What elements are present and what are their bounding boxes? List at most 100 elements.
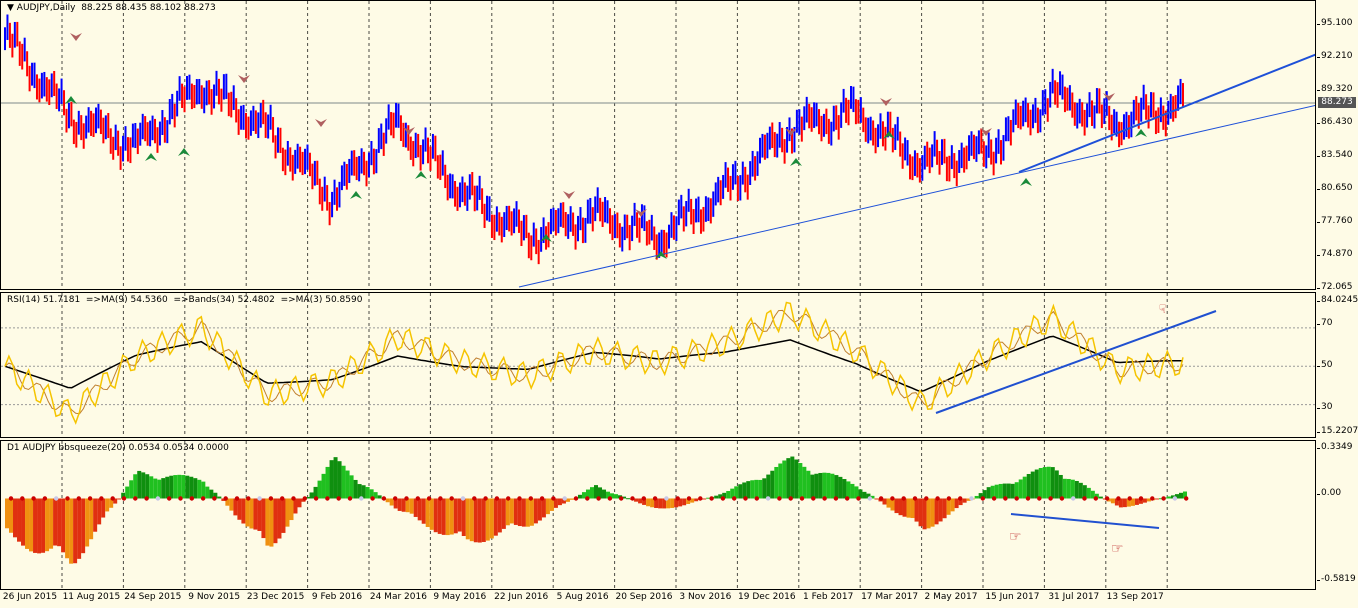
histogram-bar	[377, 495, 382, 499]
histogram-bar	[157, 479, 162, 499]
price-pane[interactable]: ▼ AUDJPY,Daily 88.225 88.435 88.102 88.2…	[0, 0, 1316, 290]
histogram-bar	[45, 498, 50, 552]
axis-tick-label: 84.0245	[1316, 295, 1358, 305]
histogram-bar	[1118, 498, 1123, 508]
histogram-bar	[237, 498, 242, 520]
histogram-bar	[850, 483, 855, 499]
histogram-bar	[886, 498, 891, 508]
histogram-bar	[253, 498, 258, 530]
time-label: 26 Jun 2015	[2, 592, 58, 602]
squeeze-dot	[31, 496, 36, 501]
time-label: 3 Nov 2016	[679, 592, 732, 602]
histogram-bar	[638, 498, 643, 504]
squeeze-dot	[867, 496, 872, 501]
histogram-bar	[1138, 498, 1143, 504]
histogram-bar	[1070, 479, 1075, 499]
histogram-bar	[1158, 498, 1163, 500]
histogram-bar	[577, 494, 582, 499]
squeeze-dot	[65, 496, 70, 501]
axis-tick-label: 92.210	[1317, 51, 1353, 61]
squeeze-dot	[76, 496, 82, 501]
squeeze-dot	[1161, 496, 1166, 501]
squeeze-dot	[302, 496, 307, 501]
histogram-bar	[333, 457, 338, 499]
squeeze-dot	[54, 496, 59, 501]
time-label: 11 Aug 2015	[62, 592, 121, 602]
squeeze-dot	[551, 496, 556, 501]
histogram-bar	[461, 498, 466, 537]
histogram-bar	[409, 498, 414, 514]
histogram-bar	[57, 498, 62, 547]
rsi-trendline	[935, 310, 1217, 414]
histogram-bar	[906, 498, 911, 518]
histogram-bar	[1110, 498, 1115, 504]
histogram-bar	[365, 486, 370, 499]
squeeze-dot	[1184, 496, 1189, 501]
squeeze-dot	[528, 496, 533, 501]
histogram-bar	[846, 481, 851, 499]
rsi-pane[interactable]: ☟ RSI(14) 51.7181 =>MA(9) 54.5360 =>Band…	[0, 292, 1316, 438]
histogram-bar	[89, 498, 94, 540]
histogram-bar	[1006, 483, 1011, 499]
squeeze-dot	[20, 496, 25, 501]
histogram-bar	[349, 475, 354, 499]
histogram-bar	[93, 498, 98, 532]
squeeze-dot	[291, 496, 296, 501]
rsi-chart[interactable]: ☟	[1, 293, 1316, 438]
histogram-bar	[505, 498, 510, 526]
squeeze-dot	[200, 496, 206, 501]
histogram-bar	[405, 498, 410, 513]
axis-tick-label: 95.100	[1317, 18, 1353, 28]
squeeze-dot	[234, 496, 240, 501]
histogram-bar	[594, 485, 598, 499]
squeeze-dot	[788, 496, 793, 501]
histogram-bar	[1170, 495, 1175, 499]
histogram-bar	[473, 498, 478, 543]
squeeze-dot	[833, 496, 839, 501]
squeeze-dot	[144, 496, 149, 501]
buy-arrow-icon	[655, 251, 667, 259]
histogram-bar	[714, 495, 719, 499]
axis-tick-label: -0.5819	[1317, 574, 1356, 584]
histogram-bar	[702, 498, 707, 500]
squeeze-dot	[1071, 496, 1076, 501]
histogram-bar	[369, 489, 374, 499]
histogram-bar	[245, 498, 250, 527]
squeeze-dot	[969, 496, 974, 501]
histogram-bar	[389, 498, 394, 506]
histogram-bar	[614, 494, 619, 499]
histogram-bar	[830, 473, 835, 499]
price-axis: 95.100 92.210 89.320 86.430 83.540 80.650 77.7…	[1317, 0, 1358, 292]
histogram-bar	[401, 498, 406, 512]
histogram-bar	[1054, 470, 1059, 499]
histogram-bar	[77, 498, 82, 559]
histogram-bar	[97, 498, 102, 525]
histogram-bar	[934, 498, 939, 525]
squeeze-dot	[87, 496, 93, 501]
histogram-bar	[261, 498, 266, 539]
histogram-bar	[902, 498, 907, 517]
bbsqueeze-pane[interactable]: ☞ ☞ D1 AUDJPY bbsqueeze(20) 0.0534 0.0534…	[0, 440, 1316, 590]
histogram-bar	[337, 461, 342, 499]
histogram-bar	[942, 498, 947, 519]
histogram-bar	[305, 497, 310, 499]
histogram-bar	[958, 498, 963, 506]
squeeze-dot	[664, 496, 669, 501]
sell-arrow-icon	[403, 127, 415, 135]
histogram-bar	[722, 492, 727, 499]
price-chart[interactable]	[1, 1, 1316, 290]
histogram-bar	[273, 498, 278, 544]
histogram-bar	[481, 498, 486, 542]
histogram-bar	[129, 480, 134, 499]
bbsqueeze-chart[interactable]: ☞☞	[1, 441, 1316, 590]
squeeze-dot	[754, 496, 759, 501]
squeeze-dot	[42, 496, 48, 501]
squeeze-dot	[630, 496, 635, 501]
histogram-bar	[329, 460, 334, 499]
histogram-bar	[670, 498, 675, 508]
squeeze-dot	[1037, 496, 1042, 501]
histogram-bar	[125, 486, 130, 499]
histogram-bar	[818, 472, 823, 499]
time-label: 9 Nov 2015	[188, 592, 241, 602]
dropdown-arrow-icon[interactable]: ▼	[7, 3, 17, 13]
